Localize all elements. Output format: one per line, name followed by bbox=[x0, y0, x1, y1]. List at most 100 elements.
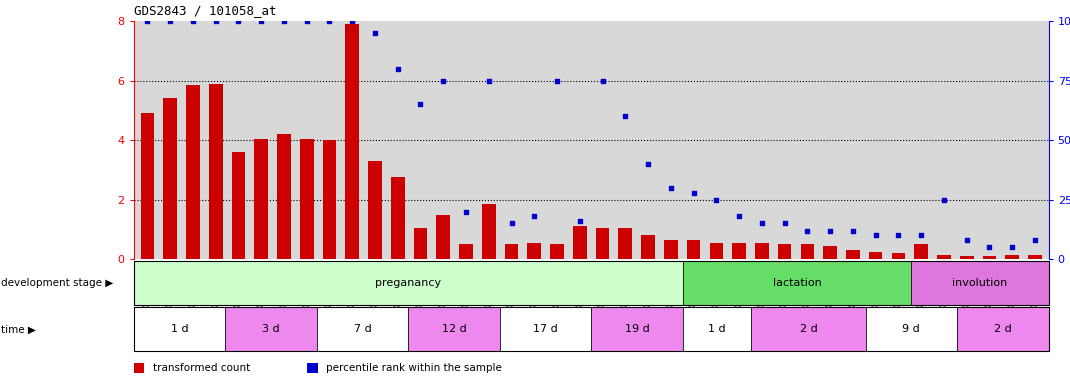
Bar bbox=[409, 307, 500, 351]
Bar bbox=[982, 256, 996, 259]
Text: 2 d: 2 d bbox=[799, 324, 817, 334]
Point bbox=[890, 232, 907, 238]
Bar bbox=[437, 215, 450, 259]
Bar bbox=[596, 228, 610, 259]
Point bbox=[458, 209, 475, 215]
Point bbox=[299, 18, 316, 24]
Point bbox=[776, 220, 793, 227]
Text: development stage ▶: development stage ▶ bbox=[1, 278, 113, 288]
Point bbox=[1026, 237, 1043, 243]
Bar bbox=[891, 253, 905, 259]
Bar bbox=[164, 99, 177, 259]
Bar bbox=[134, 261, 683, 305]
Text: preganancy: preganancy bbox=[376, 278, 441, 288]
Point bbox=[1004, 244, 1021, 250]
Bar bbox=[414, 228, 427, 259]
Bar bbox=[1006, 255, 1019, 259]
Point bbox=[321, 18, 338, 24]
Text: transformed count: transformed count bbox=[153, 363, 250, 373]
Bar bbox=[709, 243, 723, 259]
Bar bbox=[391, 177, 404, 259]
Bar bbox=[300, 139, 314, 259]
Point bbox=[184, 18, 201, 24]
Text: 7 d: 7 d bbox=[353, 324, 371, 334]
Text: lactation: lactation bbox=[773, 278, 822, 288]
Point bbox=[571, 218, 588, 224]
Bar bbox=[459, 244, 473, 259]
Bar bbox=[866, 307, 958, 351]
Bar bbox=[591, 307, 683, 351]
Bar bbox=[323, 140, 336, 259]
Point bbox=[253, 18, 270, 24]
Point bbox=[230, 18, 247, 24]
Text: percentile rank within the sample: percentile rank within the sample bbox=[326, 363, 502, 373]
Point bbox=[389, 66, 407, 72]
Point bbox=[616, 113, 633, 119]
Text: GDS2843 / 101058_at: GDS2843 / 101058_at bbox=[134, 4, 276, 17]
Bar bbox=[209, 84, 223, 259]
Bar bbox=[231, 152, 245, 259]
Point bbox=[685, 189, 702, 195]
Text: 19 d: 19 d bbox=[625, 324, 649, 334]
Bar bbox=[800, 244, 814, 259]
Bar bbox=[505, 244, 518, 259]
Bar bbox=[823, 246, 837, 259]
Text: time ▶: time ▶ bbox=[1, 324, 36, 334]
Text: 17 d: 17 d bbox=[533, 324, 557, 334]
Bar bbox=[550, 244, 564, 259]
Bar bbox=[317, 307, 409, 351]
Text: 2 d: 2 d bbox=[994, 324, 1012, 334]
Bar bbox=[186, 85, 200, 259]
Point bbox=[208, 18, 225, 24]
Bar bbox=[958, 307, 1049, 351]
Bar bbox=[683, 307, 751, 351]
Bar bbox=[277, 134, 291, 259]
Point bbox=[822, 228, 839, 234]
Text: involution: involution bbox=[952, 278, 1008, 288]
Bar bbox=[915, 244, 928, 259]
Point bbox=[275, 18, 292, 24]
Point bbox=[366, 30, 383, 36]
Bar bbox=[732, 243, 746, 259]
Bar bbox=[664, 240, 677, 259]
Bar bbox=[255, 139, 268, 259]
Point bbox=[549, 78, 566, 84]
Point bbox=[594, 78, 611, 84]
Point bbox=[753, 220, 770, 227]
Point bbox=[913, 232, 930, 238]
Point bbox=[799, 228, 816, 234]
Bar bbox=[755, 243, 768, 259]
Point bbox=[480, 78, 498, 84]
Bar bbox=[1028, 255, 1042, 259]
Point bbox=[707, 197, 724, 203]
Bar bbox=[937, 255, 951, 259]
Point bbox=[139, 18, 156, 24]
Bar bbox=[482, 204, 495, 259]
Bar bbox=[683, 261, 912, 305]
Bar bbox=[687, 240, 701, 259]
Point bbox=[343, 18, 361, 24]
Bar bbox=[869, 252, 883, 259]
Bar bbox=[134, 307, 226, 351]
Text: 12 d: 12 d bbox=[442, 324, 467, 334]
Bar bbox=[572, 227, 586, 259]
Bar bbox=[140, 113, 154, 259]
Point bbox=[162, 18, 179, 24]
Point bbox=[434, 78, 452, 84]
Bar bbox=[346, 24, 360, 259]
Bar bbox=[618, 228, 632, 259]
Bar bbox=[528, 243, 541, 259]
Point bbox=[935, 197, 952, 203]
Point bbox=[981, 244, 998, 250]
Point bbox=[958, 237, 975, 243]
Bar bbox=[960, 256, 974, 259]
Text: 3 d: 3 d bbox=[262, 324, 279, 334]
Bar bbox=[368, 161, 382, 259]
Point bbox=[867, 232, 884, 238]
Point bbox=[525, 213, 542, 219]
Point bbox=[731, 213, 748, 219]
Bar bbox=[912, 261, 1049, 305]
Text: 1 d: 1 d bbox=[171, 324, 188, 334]
Bar bbox=[226, 307, 317, 351]
Bar bbox=[500, 307, 591, 351]
